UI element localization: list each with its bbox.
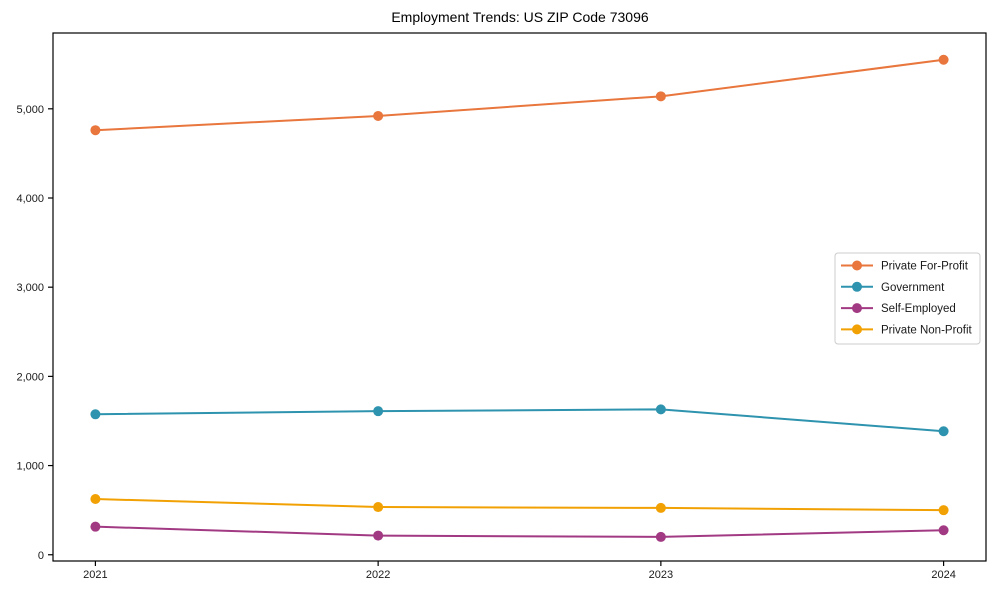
data-point [90, 409, 101, 420]
data-point [373, 502, 384, 513]
data-point [90, 494, 101, 505]
legend-marker [852, 303, 862, 314]
legend-marker [852, 281, 862, 292]
data-point [373, 406, 384, 417]
x-tick-label: 2021 [83, 569, 107, 581]
legend-marker [852, 260, 862, 271]
y-tick-label: 2,000 [16, 371, 44, 383]
legend-item-private-non-profit: Private Non-Profit [841, 324, 973, 336]
series-self-employed [90, 521, 949, 542]
data-point [938, 505, 949, 516]
legend-box [834, 252, 981, 345]
legend-label: Private Non-Profit [881, 324, 973, 336]
data-point [655, 502, 666, 513]
x-tick-label: 2022 [366, 569, 390, 581]
legend-label: Self-Employed [881, 303, 956, 315]
data-point [655, 91, 666, 102]
data-point [90, 521, 101, 532]
y-tick-label: 5,000 [16, 104, 44, 116]
series-private-non-profit [90, 494, 949, 516]
data-point [655, 531, 666, 542]
x-axis: 2021 2022 2023 2024 [83, 561, 956, 581]
x-tick-label: 2023 [649, 569, 673, 581]
data-point [373, 110, 384, 121]
data-point [90, 125, 101, 136]
series-government [90, 404, 949, 437]
y-tick-label: 1,000 [16, 461, 44, 473]
y-tick-label: 0 [38, 550, 44, 562]
y-tick-label: 4,000 [16, 193, 44, 205]
data-point [938, 54, 949, 65]
series-private-for-profit [90, 54, 949, 136]
legend-label: Government [881, 282, 945, 294]
series-line [95, 408, 944, 433]
data-point [938, 525, 949, 536]
data-point [938, 426, 949, 437]
legend-marker [852, 324, 862, 335]
chart-title: Employment Trends: US ZIP Code 73096 [391, 9, 649, 25]
data-point [655, 404, 666, 415]
legend-label: Private For-Profit [881, 261, 969, 273]
series-line [95, 525, 944, 538]
y-axis: 0 1,000 2,000 3,000 4,000 5,000 [16, 104, 53, 562]
legend-item-self-employed: Self-Employed [841, 303, 956, 315]
legend: Private For-Profit Government Self-Employe… [834, 252, 981, 345]
legend-item-government: Government [841, 281, 945, 294]
series-line [95, 58, 944, 132]
data-point [373, 530, 384, 541]
y-tick-label: 3,000 [16, 282, 44, 294]
series-line [95, 498, 944, 512]
legend-item-private-for-profit: Private For-Profit [841, 260, 969, 273]
plot-area-border [52, 32, 987, 562]
x-tick-label: 2024 [931, 569, 955, 581]
